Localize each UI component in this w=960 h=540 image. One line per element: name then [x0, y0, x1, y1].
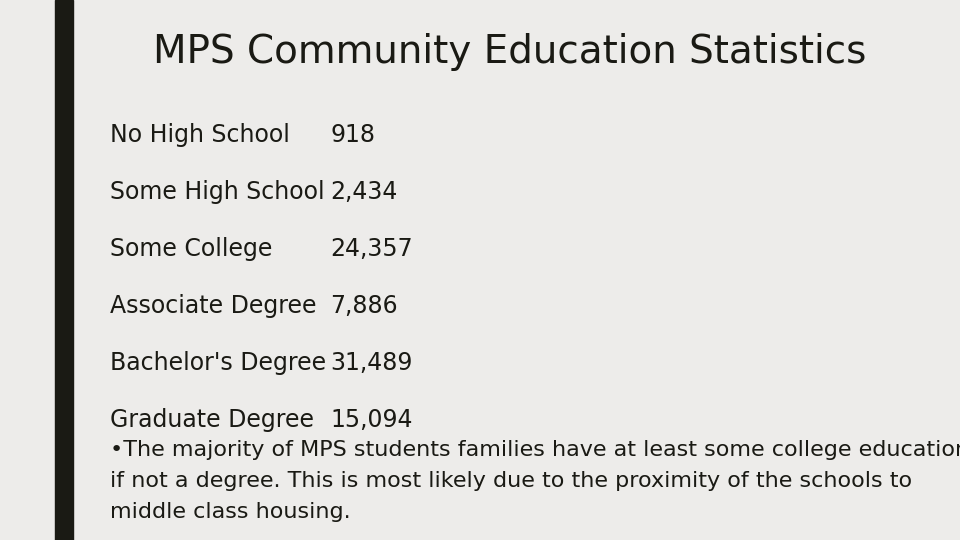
Text: 7,886: 7,886 [330, 294, 397, 318]
Text: 15,094: 15,094 [330, 408, 413, 432]
Bar [55, 0, 73, 540]
Text: 31,489: 31,489 [330, 351, 413, 375]
Text: 918: 918 [330, 123, 375, 147]
Text: 2,434: 2,434 [330, 180, 397, 204]
Text: Some College: Some College [110, 237, 273, 261]
Text: •The majority of MPS students families have at least some college education
if n: •The majority of MPS students families h… [110, 440, 960, 522]
Text: No High School: No High School [110, 123, 290, 147]
Text: Graduate Degree: Graduate Degree [110, 408, 314, 432]
Text: 24,357: 24,357 [330, 237, 413, 261]
Text: Associate Degree: Associate Degree [110, 294, 317, 318]
Text: Bachelor's Degree: Bachelor's Degree [110, 351, 326, 375]
Text: Some High School: Some High School [110, 180, 324, 204]
Text: MPS Community Education Statistics: MPS Community Education Statistics [154, 33, 867, 71]
